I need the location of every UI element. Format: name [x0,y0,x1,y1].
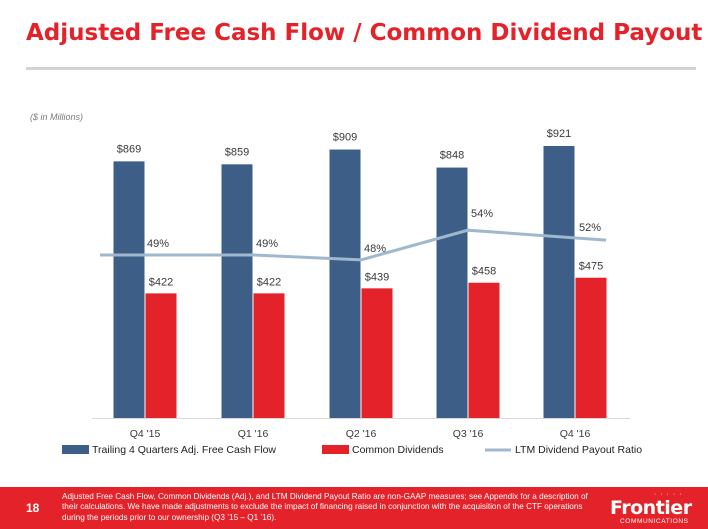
unit-note: ($ in Millions) [30,112,84,122]
dividend-bar [361,288,393,418]
fcf-value-label: $859 [225,146,249,158]
legend-fcf-label: Trailing 4 Quarters Adj. Free Cash Flow [92,444,276,456]
fcf-bar [113,161,145,418]
logo-wordmark: Frontier [610,497,692,519]
dividend-value-label: $458 [472,266,496,278]
payout-ratio-line [100,228,607,262]
fcf-bar [436,167,468,418]
frontier-logo: · · · · · Frontier COMMUNICATIONS [610,491,702,527]
category-label: Q2 '16 [346,428,377,440]
category-label: Q1 '16 [238,428,269,440]
logo-subtitle: COMMUNICATIONS [620,518,689,525]
fcf-value-label: $921 [547,128,571,140]
category-label: Q3 '16 [453,428,484,440]
dividend-value-label: $422 [149,276,173,288]
fcf-bar [543,146,575,418]
dividend-bar [145,293,177,418]
fcf-value-label: $848 [440,150,464,162]
footer-bar: 18 Adjusted Free Cash Flow, Common Divid… [0,487,708,529]
logo-dots-icon: · · · · · [654,491,683,498]
legend-fcf-swatch [62,445,89,454]
legend-dividends-swatch [322,445,349,454]
fcf-bar [329,149,361,418]
dividend-bar [575,277,607,418]
payout-ratio-label: 48% [364,243,386,255]
page-number: 18 [26,501,40,515]
payout-ratio-label: 54% [471,208,493,220]
dividend-value-label: $422 [257,276,281,288]
legend-dividends-label: Common Dividends [352,444,444,456]
payout-ratio-label: 49% [147,238,169,250]
title-divider [26,67,696,70]
slide-title: Adjusted Free Cash Flow / Common Dividen… [26,20,703,46]
dividend-value-label: $439 [365,271,389,283]
dividend-bar [253,293,285,418]
chart: $869 $422 Q4 '15 $859 $422 Q1 '16 $909 $439 Q2 '… [62,128,642,456]
fcf-value-label: $909 [333,132,357,144]
fcf-value-label: $869 [117,143,141,155]
category-label: Q4 '15 [130,428,161,440]
footnote: Adjusted Free Cash Flow, Common Dividend… [62,492,588,522]
category-label: Q4 '16 [560,428,591,440]
legend-ratio-label: LTM Dividend Payout Ratio [515,444,642,456]
payout-ratio-label: 49% [256,238,278,250]
dividend-value-label: $475 [579,261,603,273]
dividend-bar [468,282,500,418]
payout-ratio-label: 52% [579,222,601,234]
fcf-bar [221,164,253,418]
